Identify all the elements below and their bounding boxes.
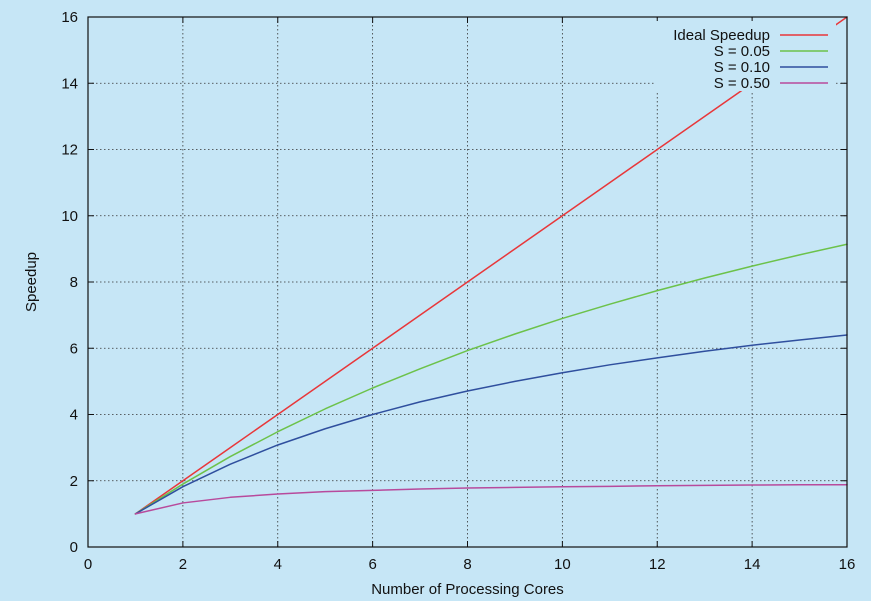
legend-label: S = 0.10 xyxy=(714,59,770,76)
y-axis-title: Speedup xyxy=(23,252,40,312)
legend-label: Ideal Speedup xyxy=(673,27,770,44)
legend-background xyxy=(656,21,836,91)
x-axis-title: Number of Processing Cores xyxy=(371,581,564,598)
y-tick-label: 14 xyxy=(61,75,78,92)
series-line-2 xyxy=(134,243,848,515)
legend-label: S = 0.05 xyxy=(714,43,770,60)
series-line-4 xyxy=(134,483,848,515)
legend-label: S = 0.50 xyxy=(714,75,770,92)
grid xyxy=(88,17,847,547)
y-tick-label: 16 xyxy=(61,9,78,26)
x-tick-label: 4 xyxy=(274,556,282,573)
y-tick-label: 12 xyxy=(61,142,78,159)
y-tick-label: 0 xyxy=(70,539,78,556)
series-line-3 xyxy=(134,334,848,515)
y-tick-label: 4 xyxy=(70,407,78,424)
x-tick-label: 8 xyxy=(463,556,471,573)
axis-ticks: 0 2 4 6 8 10 12 14 16 0 2 4 6 8 10 12 14 16 xyxy=(61,9,855,573)
x-tick-label: 6 xyxy=(368,556,376,573)
x-tick-label: 2 xyxy=(179,556,187,573)
x-tick-label: 16 xyxy=(839,556,856,573)
y-tick-label: 2 xyxy=(70,473,78,490)
series-line-1 xyxy=(134,16,848,515)
y-tick-label: 8 xyxy=(70,274,78,291)
series-lines xyxy=(134,16,848,515)
y-tick-label: 6 xyxy=(70,340,78,357)
y-tick-label: 10 xyxy=(61,208,78,225)
x-tick-label: 0 xyxy=(84,556,92,573)
x-tick-label: 10 xyxy=(554,556,571,573)
x-tick-label: 12 xyxy=(649,556,666,573)
x-tick-label: 14 xyxy=(744,556,761,573)
